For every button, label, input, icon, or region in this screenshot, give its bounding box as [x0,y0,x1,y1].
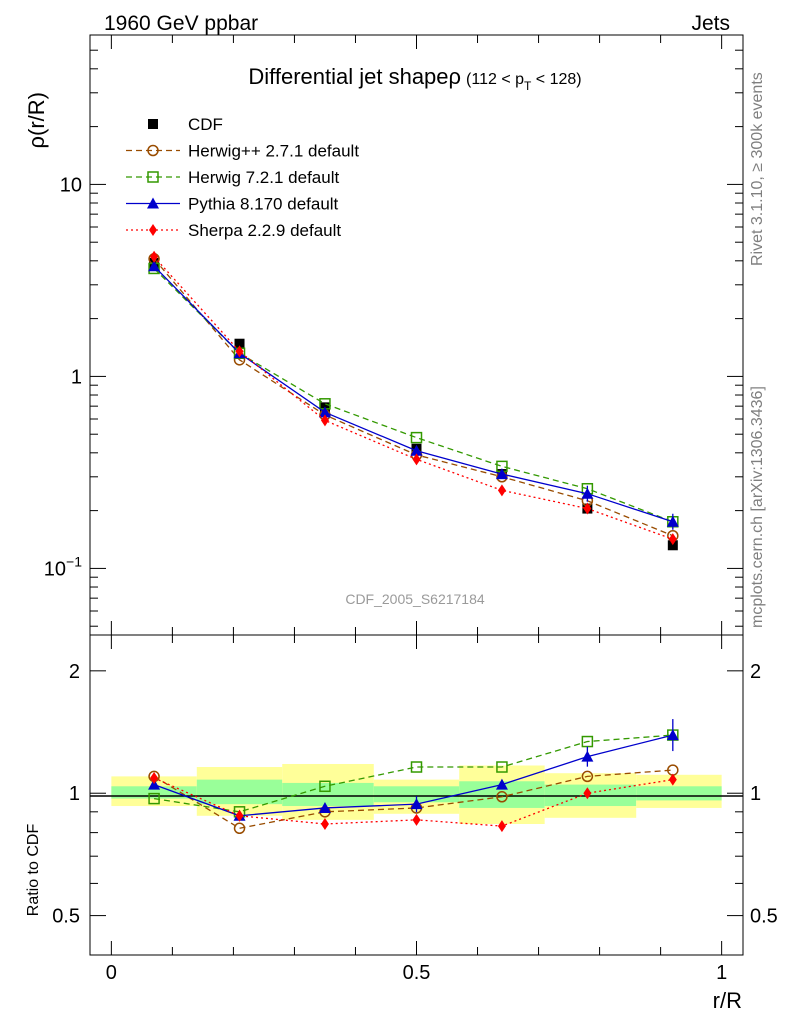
herwig7-data-point [410,431,423,444]
pythia-data-point [495,778,508,790]
uncertainty-band-inner [282,782,374,807]
herwig7-series-line [153,734,673,813]
x-tick-label: 1 [716,962,727,984]
cdf-data-point [234,338,245,349]
legend-label: Sherpa 2.2.9 default [188,221,341,240]
legend-label: CDF [188,115,223,134]
ratio-y-tick-label: 2 [69,661,80,683]
legend-marker [147,144,159,157]
main-y-tick-label: 1 [71,366,82,388]
ratio-panel: 0.5 0.5 1 1 2 2 0 0.5 1 Ratio to CDF r/R [25,634,778,1013]
herwigpp-data-point [581,770,594,783]
pythia-data-point [410,444,423,456]
header-process: Jets [691,12,730,35]
analysis-watermark: CDF_2005_S6217184 [345,591,485,607]
main-title: Differential jet shapeρ (112 < pT < 128) [248,64,581,93]
uncertainty-band-inner [636,786,722,801]
sherpa-data-point [583,787,592,800]
main-y-tick-label: 10−1 [44,553,82,580]
main-y-tick-label: 10 [60,174,82,196]
main-y-axis-label: ρ(r/R) [24,92,49,149]
sherpa-data-point [668,533,677,546]
herwig7-data-point [410,761,423,773]
herwig7-data-point [581,735,594,748]
sherpa-data-point [235,809,244,822]
sherpa-data-point [583,502,592,515]
legend-marker [147,197,159,209]
pythia-data-point [148,260,161,272]
legend-label: Pythia 8.170 default [188,195,339,214]
sherpa-data-point [497,484,506,497]
sherpa-data-point [320,414,329,427]
sherpa-data-point [412,813,421,826]
sherpa-data-point [497,820,506,833]
x-axis-label: r/R [713,988,742,1013]
pythia-data-point [148,778,161,790]
pythia-data-point [495,468,508,480]
ratio-y-tick-label-right: 2 [750,661,761,683]
legend-marker [148,119,158,129]
sherpa-data-point [150,772,159,785]
uncertainty-band-inner [373,786,460,803]
legend-marker [149,224,157,236]
sherpa-data-point [320,818,329,831]
pythia-series-line [153,265,674,523]
sherpa-data-point [150,250,159,263]
herwigpp-data-point [496,791,508,803]
legend-marker [147,171,159,183]
herwig7-data-point [496,761,508,773]
ratio-y-tick-label-right: 0.5 [750,906,778,928]
pythia-data-point [318,801,331,813]
legend-label: Herwig++ 2.7.1 default [188,142,359,161]
ratio-y-axis-label: Ratio to CDF [25,824,42,917]
herwig7-series-line [153,267,674,523]
cdf-data-point [667,540,678,551]
uncertainty-band-inner [196,779,283,805]
legend-label: Herwig 7.2.1 default [188,168,339,187]
pythia-data-point [318,406,331,418]
mcplots-label: mcplots.cern.ch [arXiv:1306.3436] [749,386,766,628]
herwigpp-series-line [153,769,673,829]
herwig7-data-point [319,780,331,793]
herwig7-data-point [148,792,160,805]
herwigpp-series-line [153,258,674,537]
ratio-y-tick-label: 0.5 [52,906,80,928]
herwigpp-data-point [233,822,246,835]
header-energy: 1960 GeV ppbar [104,12,258,35]
sherpa-data-point [668,773,677,786]
main-panel: 10−1 1 10 ρ(r/R) Differential jet shapeρ (1… [24,34,744,636]
x-tick-label: 0.5 [403,962,431,984]
rivet-label: Rivet 3.1.10, ≥ 300k events [749,72,766,266]
x-tick-label: 0 [106,962,117,984]
sherpa-data-point [412,453,421,466]
sherpa-data-point [235,345,244,358]
ratio-y-tick-label-right: 1 [750,783,761,805]
ratio-y-tick-label: 1 [69,783,80,805]
legend: CDF Herwig++ 2.7.1 default Herwig 7.2.1 de… [126,115,359,240]
